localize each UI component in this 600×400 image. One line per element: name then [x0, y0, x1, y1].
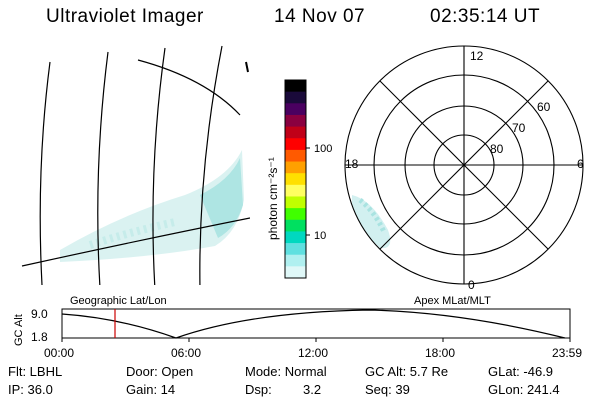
colorbar-cell	[285, 149, 306, 163]
altitude-plot-left-title: Geographic Lat/Lon	[70, 295, 167, 307]
geo-marker-tick	[245, 61, 249, 73]
lat-label-70: 70	[512, 121, 526, 135]
colorbar-cell	[285, 80, 306, 93]
mlt-label-top: 12	[470, 49, 484, 63]
latitude-line	[137, 59, 241, 116]
colorbar-cell	[285, 161, 306, 174]
altitude-plot: Geographic Lat/Lon Apex MLat/MLT GC Alt …	[13, 295, 582, 360]
mlt-label-bottom: 0	[468, 278, 475, 292]
info-glat: GLat: -46.9	[488, 364, 554, 379]
altitude-plot-right-title: Apex MLat/MLT	[414, 295, 491, 307]
info-door: Door: Open	[126, 364, 194, 379]
meridian-line	[97, 51, 109, 285]
colorbar-cell	[285, 114, 306, 128]
time-tick-0600: 06:00	[171, 346, 201, 360]
colorbar-cell	[285, 196, 306, 209]
altitude-curve	[61, 309, 566, 339]
colorbar-cell	[285, 266, 306, 279]
info-gain: Gain: 14	[126, 382, 176, 397]
time-tick-1800: 18:00	[425, 346, 455, 360]
colorbar-cell	[285, 231, 306, 244]
colorbar-cell	[285, 219, 306, 232]
colorbar-tick-label-100: 100	[314, 143, 332, 155]
info-seq: Seq: 39	[365, 382, 410, 397]
lat-label-80: 80	[490, 142, 504, 156]
colorbar-cell	[285, 254, 306, 267]
header-time: 02:35:14 UT	[430, 6, 541, 27]
colorbar-cell	[285, 208, 306, 221]
mlt-label-right: 6	[577, 157, 584, 171]
info-dsp-value: 3.2	[303, 382, 322, 397]
info-gc-alt: GC Alt: 5.7 Re	[365, 364, 449, 379]
polar-plot: 12 18 6 0 60 70 80	[344, 45, 584, 292]
mlt-label-left: 18	[345, 157, 359, 171]
colorbar-unit-label: photon cm⁻²s⁻¹	[266, 157, 280, 240]
polar-diagonal	[379, 80, 549, 250]
altitude-ytick-1-8: 1.8	[31, 330, 48, 344]
time-tick-0000: 00:00	[44, 346, 74, 360]
colorbar-tick-label-10: 10	[314, 230, 326, 242]
altitude-plot-ylabel: GC Alt	[13, 314, 25, 346]
info-mode: Mode: Normal	[245, 364, 327, 379]
header-title: Ultraviolet Imager	[46, 6, 204, 27]
colorbar-cell	[285, 126, 306, 139]
time-tick-2359: 23:59	[552, 346, 582, 360]
altitude-ytick-9: 9.0	[31, 307, 48, 321]
time-tick-1200: 12:00	[298, 346, 328, 360]
info-dsp-label: Dsp:	[245, 382, 272, 397]
colorbar-cell	[285, 103, 306, 116]
colorbar-cell	[285, 91, 306, 104]
altitude-plot-frame	[61, 308, 571, 339]
colorbar-cell	[285, 243, 306, 256]
colorbar-gradient	[285, 80, 306, 279]
geo-grid-lines	[21, 45, 250, 285]
info-filter: Flt: LBHL	[8, 364, 63, 379]
header-date: 14 Nov 07	[274, 6, 366, 27]
colorbar-frame	[284, 79, 307, 279]
aurora-emission-polar	[352, 195, 391, 249]
colorbar-cell	[285, 184, 306, 197]
colorbar-cell	[285, 173, 306, 186]
colorbar-cell	[285, 138, 306, 151]
geographic-map-panel	[21, 45, 250, 285]
latitude-line	[21, 217, 250, 267]
colorbar: 100 10 photon cm⁻²s⁻¹	[266, 79, 332, 279]
lat-label-60: 60	[537, 100, 551, 114]
info-glon: GLon: 241.4	[488, 382, 560, 397]
aurora-emission-geo	[60, 150, 244, 262]
meridian-line	[39, 61, 51, 285]
meridian-line	[199, 45, 223, 285]
meridian-line	[152, 47, 166, 285]
info-ip: IP: 36.0	[8, 382, 53, 397]
